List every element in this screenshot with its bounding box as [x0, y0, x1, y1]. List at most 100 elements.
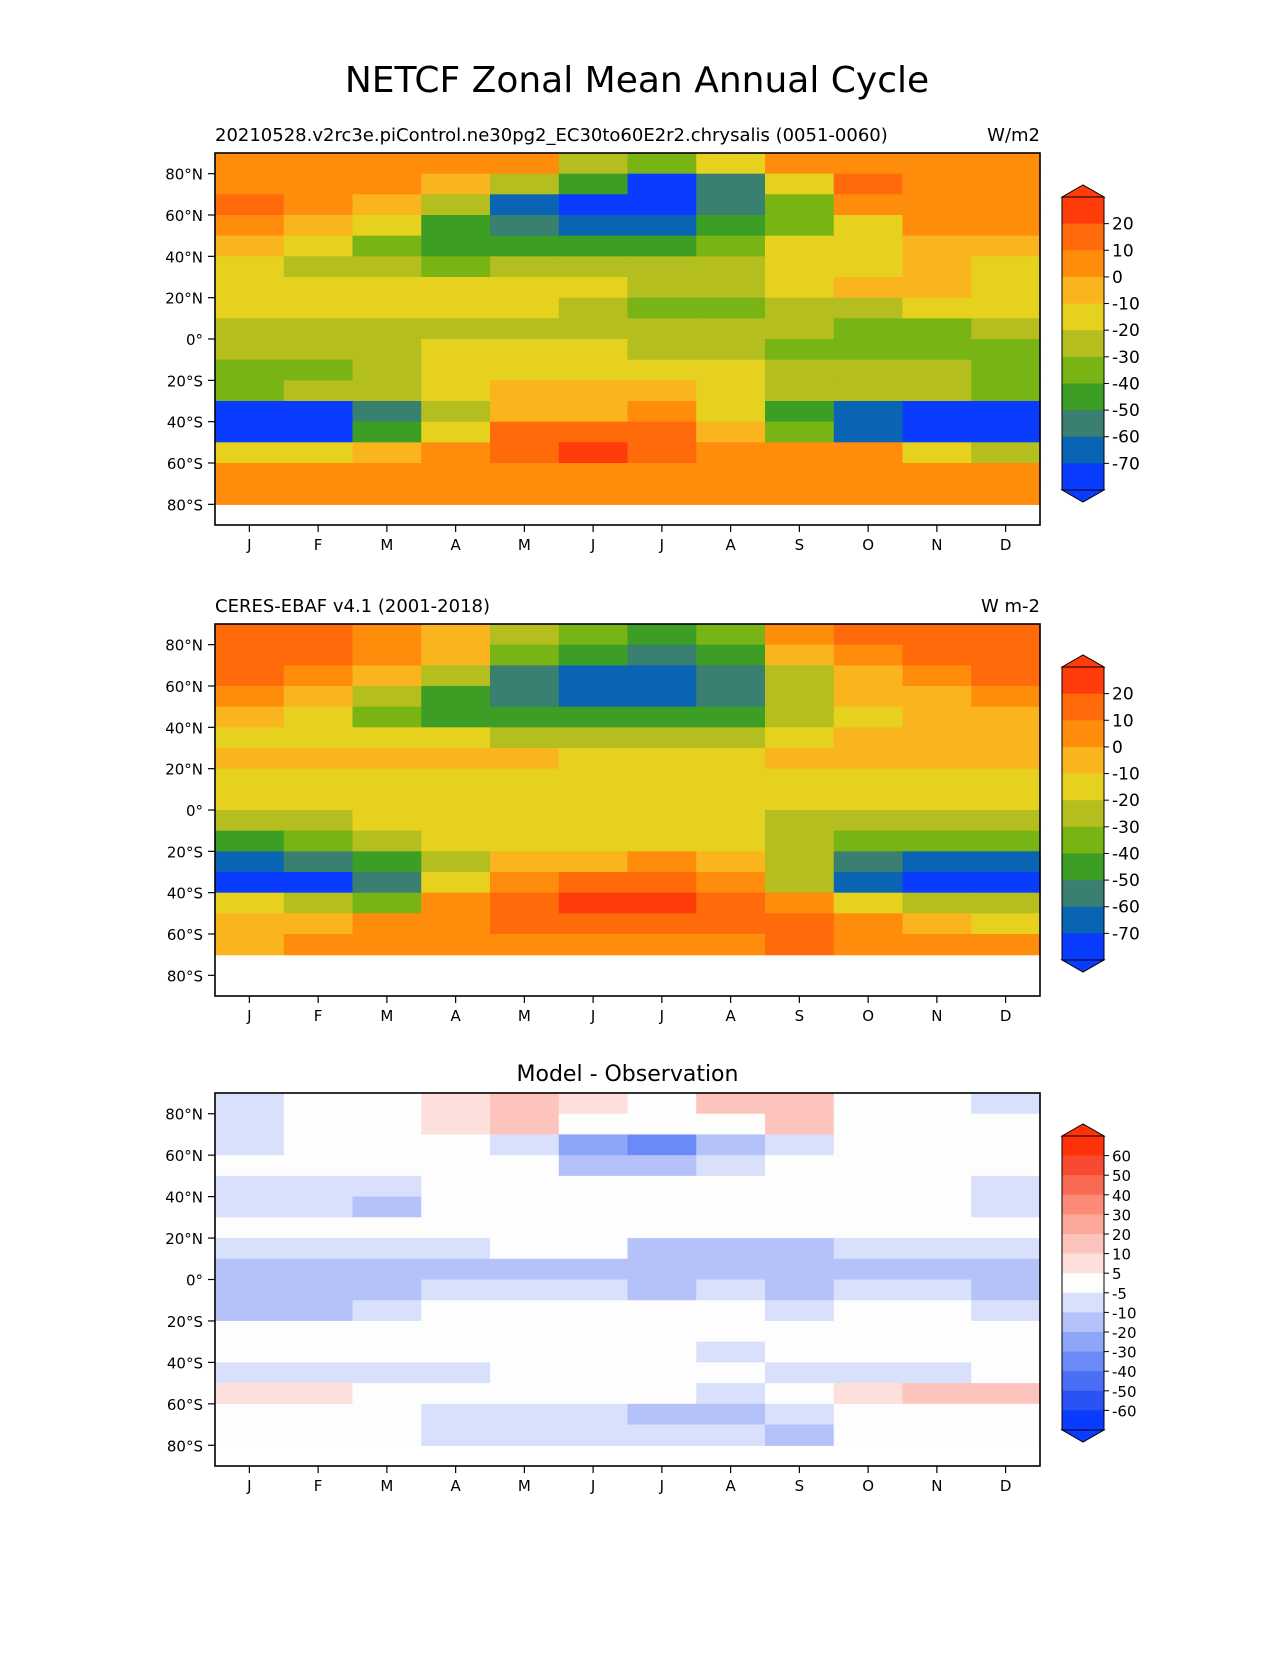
colorbar-segment: [1062, 463, 1104, 491]
heatmap-cell: [765, 934, 835, 956]
heatmap-cell: [352, 789, 422, 811]
heatmap-cell: [490, 297, 560, 319]
y-tick-label: 80°S: [167, 967, 203, 985]
heatmap-cell: [558, 1113, 629, 1136]
heatmap-cell: [558, 665, 629, 687]
heatmap-cell: [421, 277, 491, 299]
heatmap-cell: [696, 727, 766, 749]
colorbar-tick-label: 10: [1112, 1246, 1131, 1264]
heatmap-cell: [627, 1093, 697, 1115]
heatmap-cell: [352, 1403, 422, 1426]
heatmap-cell: [902, 1424, 972, 1446]
heatmap-cell: [696, 748, 766, 770]
colorbar-tick-label: -5: [1112, 1285, 1127, 1303]
heatmap-cell: [902, 442, 972, 464]
heatmap-cell: [352, 256, 422, 278]
colorbar: 20 10 0 -10 -20 -30 -40 -50 -60 -70: [1060, 184, 1140, 503]
heatmap-cell: [833, 830, 904, 852]
colorbar-segment: [1062, 1312, 1104, 1333]
heatmap-cell: [902, 1238, 972, 1260]
heatmap-cell: [765, 1175, 835, 1198]
heatmap-cell: [971, 277, 1041, 299]
heatmap-cell: [833, 153, 904, 175]
heatmap-cell: [490, 706, 560, 728]
heatmap-cell: [902, 1403, 972, 1426]
heatmap-cell: [490, 173, 560, 195]
heatmap-cell: [558, 913, 629, 935]
heatmap-cell: [765, 1217, 835, 1239]
heatmap-cell: [627, 1341, 697, 1363]
heatmap-cell: [215, 1093, 285, 1115]
heatmap-cell: [971, 665, 1041, 687]
heatmap-cell: [352, 913, 422, 935]
heatmap-cell: [215, 483, 285, 505]
heatmap-cell: [971, 1383, 1041, 1405]
heatmap-cell: [833, 339, 904, 361]
colorbar-tick-label: -30: [1112, 1344, 1137, 1362]
x-tick-label: M: [380, 536, 393, 554]
colorbar-segment: [1062, 1234, 1104, 1255]
heatmap-cell: [558, 442, 629, 464]
heatmap-cell: [765, 851, 835, 873]
heatmap-cell: [352, 1279, 422, 1301]
heatmap-cell: [558, 706, 629, 728]
heatmap-cell: [283, 892, 354, 914]
panel-title-right: W/m2: [987, 125, 1040, 146]
x-tick-label: D: [1000, 1477, 1012, 1495]
chart-panel-1: 20210528.v2rc3e.piControl.ne30pg2_EC30to…: [165, 125, 1140, 554]
heatmap-cell: [833, 1341, 904, 1363]
y-tick-label: 60°S: [167, 926, 203, 944]
heatmap-cell: [833, 1093, 904, 1115]
heatmap-cell: [283, 686, 354, 708]
colorbar-tick-label: -40: [1112, 374, 1140, 394]
heatmap-cell: [283, 401, 354, 423]
heatmap-cell: [283, 235, 354, 257]
y-tick-label: 60°N: [165, 207, 203, 225]
y-tick-label: 40°N: [165, 719, 203, 737]
heatmap-cell: [971, 339, 1041, 361]
heatmap-cell: [558, 194, 629, 216]
heatmap-cell: [215, 727, 285, 749]
heatmap-cell: [627, 153, 697, 175]
heatmap-cell: [352, 401, 422, 423]
heatmap-cell: [490, 277, 560, 299]
colorbar-tick-label: -20: [1112, 1324, 1137, 1342]
heatmap-cell: [352, 1424, 422, 1446]
heatmap-cell: [490, 401, 560, 423]
colorbar-segment: [1062, 1371, 1104, 1392]
heatmap-cell: [765, 872, 835, 894]
heatmap-cell: [490, 913, 560, 935]
heatmap-cell: [352, 830, 422, 852]
y-tick-label: 40°S: [167, 414, 203, 432]
heatmap-cell: [765, 256, 835, 278]
x-tick-label: O: [862, 1007, 874, 1025]
heatmap-cell: [352, 235, 422, 257]
heatmap-cell: [627, 380, 697, 402]
heatmap-cell: [421, 830, 491, 852]
heatmap-cell: [421, 789, 491, 811]
heatmap-cell: [283, 1217, 354, 1239]
x-tick-label: J: [590, 1477, 595, 1495]
chart-panel-3: Model - Observation 80°N 60°N 40°N 20°N 0° 20°…: [165, 1062, 1136, 1495]
heatmap-cell: [283, 359, 354, 381]
heatmap-cell: [902, 665, 972, 687]
heatmap-cell: [971, 421, 1041, 443]
heatmap-cell: [421, 256, 491, 278]
heatmap-cell: [765, 1300, 835, 1322]
heatmap-cell: [765, 401, 835, 423]
colorbar-tick-label: -70: [1112, 924, 1140, 944]
heatmap-cell: [971, 748, 1041, 770]
heatmap-cell: [971, 727, 1041, 749]
heatmap-cell: [765, 359, 835, 381]
colorbar-tick-label: -50: [1112, 1383, 1137, 1401]
heatmap-cell: [696, 153, 766, 175]
heatmap-cell: [765, 727, 835, 749]
heatmap-cell: [352, 463, 422, 485]
heatmap-cell: [971, 463, 1041, 485]
heatmap-cell: [215, 1238, 285, 1260]
heatmap-cell: [696, 913, 766, 935]
heatmap-cell: [558, 768, 629, 790]
heatmap-cell: [902, 1175, 972, 1198]
heatmap-cell: [421, 194, 491, 216]
colorbar-tick-label: -10: [1112, 765, 1140, 785]
